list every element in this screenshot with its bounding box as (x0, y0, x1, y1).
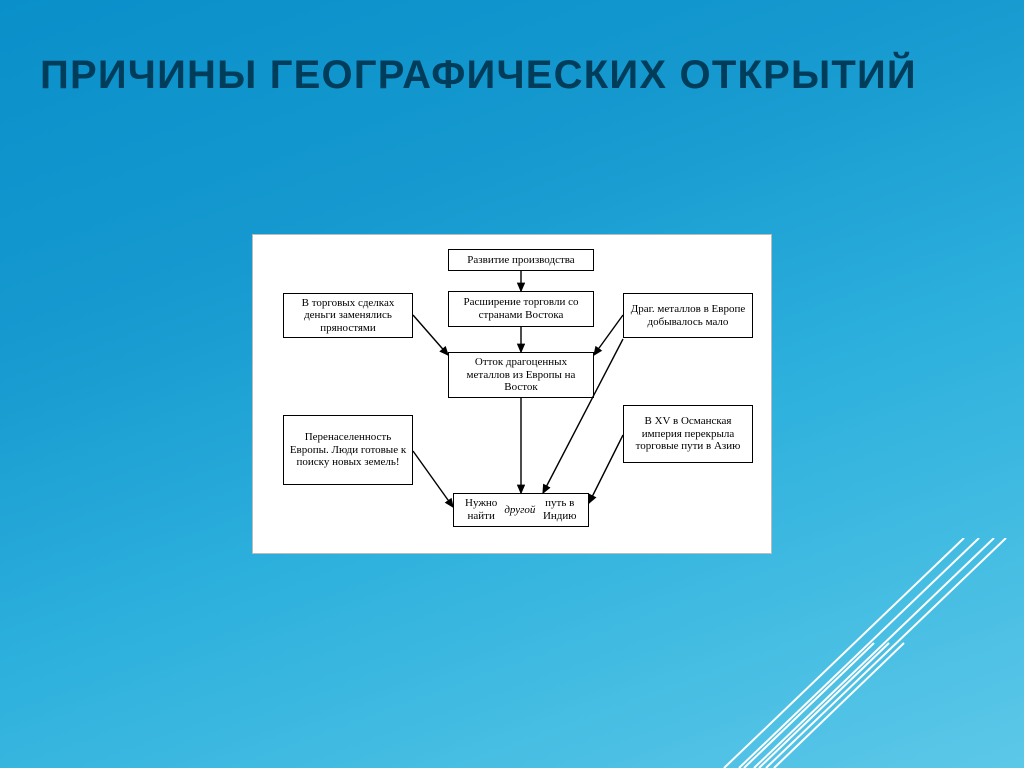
box-metals-few: Драг. металлов в Европе добывалось мало (623, 293, 753, 338)
box-dev-production: Развитие производства (448, 249, 594, 271)
corner-decoration (704, 538, 1024, 768)
box-outflow: Отток драгоценных металлов из Европы на … (448, 352, 594, 398)
box-need-route: Нужно найти другой путь в Индию (453, 493, 589, 527)
box-money-spice: В торговых сделках деньги заменялись пря… (283, 293, 413, 338)
box-overpopulation: Перенаселенность Европы. Люди готовые к … (283, 415, 413, 485)
box-ottoman: В XV в Османская империя перекрыла торго… (623, 405, 753, 463)
slide-title: ПРИЧИНЫ ГЕОГРАФИЧЕСКИХ ОТКРЫТИЙ (40, 50, 917, 100)
diagram-panel: Развитие производства Расширение торговл… (252, 234, 772, 554)
box-trade-east: Расширение торговли со странами Востока (448, 291, 594, 327)
